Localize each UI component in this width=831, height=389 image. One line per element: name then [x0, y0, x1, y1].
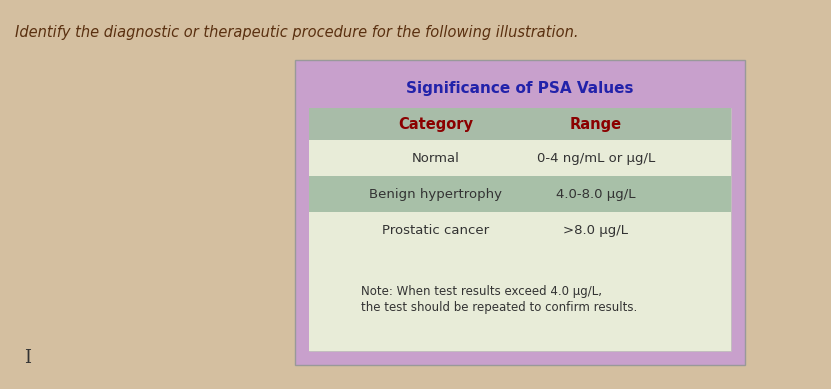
- Text: Identify the diagnostic or therapeutic procedure for the following illustration.: Identify the diagnostic or therapeutic p…: [15, 25, 578, 40]
- Bar: [309, 212, 731, 248]
- Text: Normal: Normal: [411, 151, 460, 165]
- Text: I: I: [24, 349, 32, 367]
- Bar: [295, 60, 745, 365]
- Text: Category: Category: [398, 116, 473, 131]
- Bar: [309, 176, 731, 212]
- Text: >8.0 μg/L: >8.0 μg/L: [563, 224, 628, 237]
- Text: Prostatic cancer: Prostatic cancer: [382, 224, 489, 237]
- Text: Note: When test results exceed 4.0 μg/L,
the test should be repeated to confirm : Note: When test results exceed 4.0 μg/L,…: [361, 286, 637, 314]
- Bar: [309, 108, 731, 351]
- Text: 4.0-8.0 μg/L: 4.0-8.0 μg/L: [556, 187, 636, 200]
- Text: 0-4 ng/mL or μg/L: 0-4 ng/mL or μg/L: [537, 151, 655, 165]
- Bar: [309, 108, 731, 140]
- Bar: [309, 140, 731, 176]
- Text: Benign hypertrophy: Benign hypertrophy: [369, 187, 502, 200]
- Text: Significance of PSA Values: Significance of PSA Values: [406, 81, 634, 96]
- Bar: [309, 248, 731, 351]
- Text: Range: Range: [570, 116, 622, 131]
